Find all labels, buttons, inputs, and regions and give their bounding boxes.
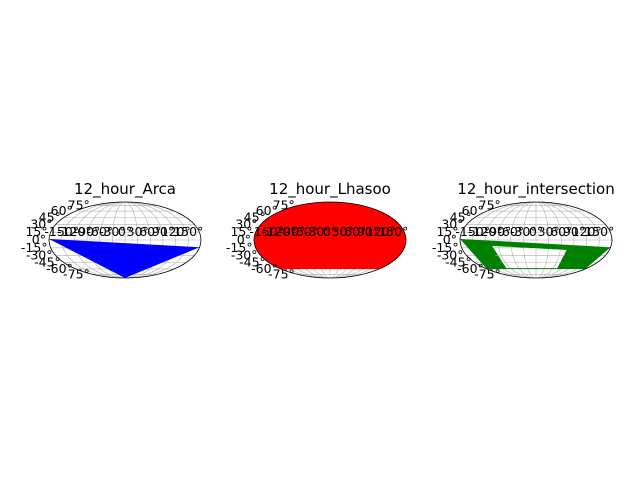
lon-tick-label: -120° [468, 224, 503, 239]
lon-tick-label: -150° [249, 224, 284, 239]
lat-tick-label: 30° [30, 217, 52, 232]
lon-tick-label: 60° [139, 224, 161, 239]
lat-tick-label: 30° [441, 217, 463, 232]
lat-tick-label: 75° [68, 198, 90, 213]
lon-tick-label: 90° [563, 224, 585, 239]
coverage-region [254, 202, 406, 269]
lat-tick-label: 30° [235, 217, 257, 232]
lat-tick-label: 60° [51, 203, 73, 218]
lat-tick-label: -60° [46, 261, 73, 276]
lon-tick-label: 150° [378, 224, 408, 239]
lat-tick-label: -30° [26, 247, 53, 262]
lon-tick-label: -150° [44, 224, 79, 239]
lon-tick-label: 150° [584, 224, 614, 239]
coverage-region [49, 238, 200, 278]
lat-tick-label: -30° [231, 247, 258, 262]
lat-tick-label: -15° [21, 240, 48, 255]
lon-tick-label: -30° [99, 224, 126, 239]
meridian-line [86, 202, 126, 278]
lat-tick-label: 60° [462, 203, 484, 218]
map-panel-intersection: 12_hour_intersection-75°-60°-45°-30°-15°… [432, 180, 615, 281]
lat-tick-label: 75° [273, 198, 295, 213]
meridian-line [74, 202, 126, 278]
chart-title: 12_hour_Lhasoo [269, 180, 391, 199]
lon-tick-label: 120° [366, 224, 396, 239]
lat-tick-label: -75° [63, 266, 90, 281]
meridian-line [124, 202, 164, 278]
lon-tick-label: -150° [455, 224, 490, 239]
lat-tick-label: -60° [251, 261, 278, 276]
lat-tick-label: 45° [244, 210, 266, 225]
lon-tick-label: -90° [74, 224, 101, 239]
lon-tick-label: 0° [118, 224, 132, 239]
map-outline [459, 201, 613, 279]
chart-title: 12_hour_Arca [74, 180, 176, 199]
lat-tick-label: -15° [226, 240, 253, 255]
lat-tick-label: 15° [25, 224, 47, 239]
lon-tick-label: -60° [291, 224, 318, 239]
lon-tick-label: 90° [152, 224, 174, 239]
lat-tick-label: -75° [474, 266, 501, 281]
lon-tick-label: -120° [57, 224, 92, 239]
meridian-line [544, 249, 549, 269]
lat-tick-label: 45° [39, 210, 61, 225]
map-outline [48, 201, 202, 279]
lat-tick-label: -45° [34, 255, 61, 270]
lon-tick-label: -30° [510, 224, 537, 239]
meridian-line [124, 202, 176, 278]
lat-tick-label: 75° [479, 198, 501, 213]
lon-tick-label: 30° [538, 224, 560, 239]
lon-tick-label: -90° [279, 224, 306, 239]
lon-tick-label: -30° [304, 224, 331, 239]
lon-tick-label: -120° [262, 224, 297, 239]
chart-title: 12_hour_intersection [457, 180, 614, 199]
lat-tick-label: 0° [32, 232, 46, 247]
map-panel-arca: 12_hour_Arca-75°-60°-45°-30°-15°0°15°30°… [21, 180, 203, 281]
lon-tick-label: 90° [357, 224, 379, 239]
lon-tick-label: -60° [497, 224, 524, 239]
lat-tick-label: 0° [443, 232, 457, 247]
lat-tick-label: 15° [230, 224, 252, 239]
lon-tick-label: 60° [344, 224, 366, 239]
lat-tick-label: -45° [445, 255, 472, 270]
meridian-line [124, 202, 189, 278]
lat-tick-label: -15° [432, 240, 459, 255]
map-outline [253, 201, 407, 279]
lat-tick-label: 60° [256, 203, 278, 218]
lon-tick-label: 0° [323, 224, 337, 239]
meridian-line [552, 250, 561, 269]
map-panel-lhasoo: 12_hour_Lhasoo-75°-60°-45°-30°-15°0°15°3… [226, 180, 408, 281]
meridian-line [498, 246, 511, 269]
lon-tick-label: 30° [127, 224, 149, 239]
lat-tick-label: -30° [437, 247, 464, 262]
lon-tick-label: 120° [161, 224, 191, 239]
lon-tick-label: 0° [529, 224, 543, 239]
lat-tick-label: -45° [239, 255, 266, 270]
lat-tick-label: 45° [450, 210, 472, 225]
lon-tick-label: 150° [173, 224, 203, 239]
lon-tick-label: -60° [86, 224, 113, 239]
lon-tick-label: 30° [332, 224, 354, 239]
lon-tick-label: 120° [572, 224, 602, 239]
lat-tick-label: -75° [268, 266, 295, 281]
meridian-line [510, 247, 520, 269]
lat-tick-label: 15° [436, 224, 458, 239]
lat-tick-label: -60° [457, 261, 484, 276]
meridian-line [523, 248, 528, 269]
lon-tick-label: 60° [550, 224, 572, 239]
lat-tick-label: 0° [237, 232, 251, 247]
lon-tick-label: -90° [485, 224, 512, 239]
